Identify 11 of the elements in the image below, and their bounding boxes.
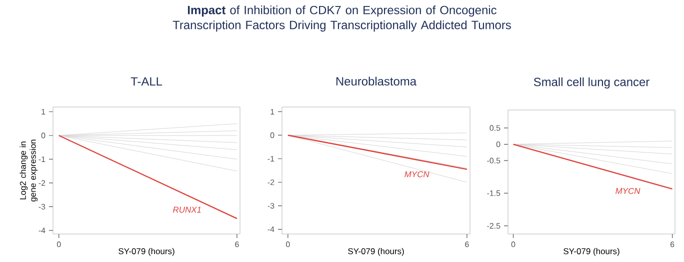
- y-axis-title: Log2 change in gene expression: [20, 140, 38, 202]
- series-label: MYCN: [616, 188, 640, 194]
- series-label: MYCN: [404, 171, 430, 178]
- chart-title: Neuroblastoma: [336, 76, 417, 86]
- text: Impact of Inhibition of CDK7 on Expression of Oncogenic Transcription Factors Driving Transcriptionally Addicted Tumors: [172, 6, 511, 32]
- x-axis-title: SY-079 (hours): [564, 248, 620, 256]
- series-label: RUNX1: [173, 206, 201, 213]
- chart-title: Small cell lung cancer: [534, 77, 650, 89]
- x-axis-title: SY-079 (hours): [348, 248, 404, 256]
- x-axis-title: SY-079 (hours): [118, 248, 174, 256]
- chart-title: T-ALL: [130, 77, 162, 86]
